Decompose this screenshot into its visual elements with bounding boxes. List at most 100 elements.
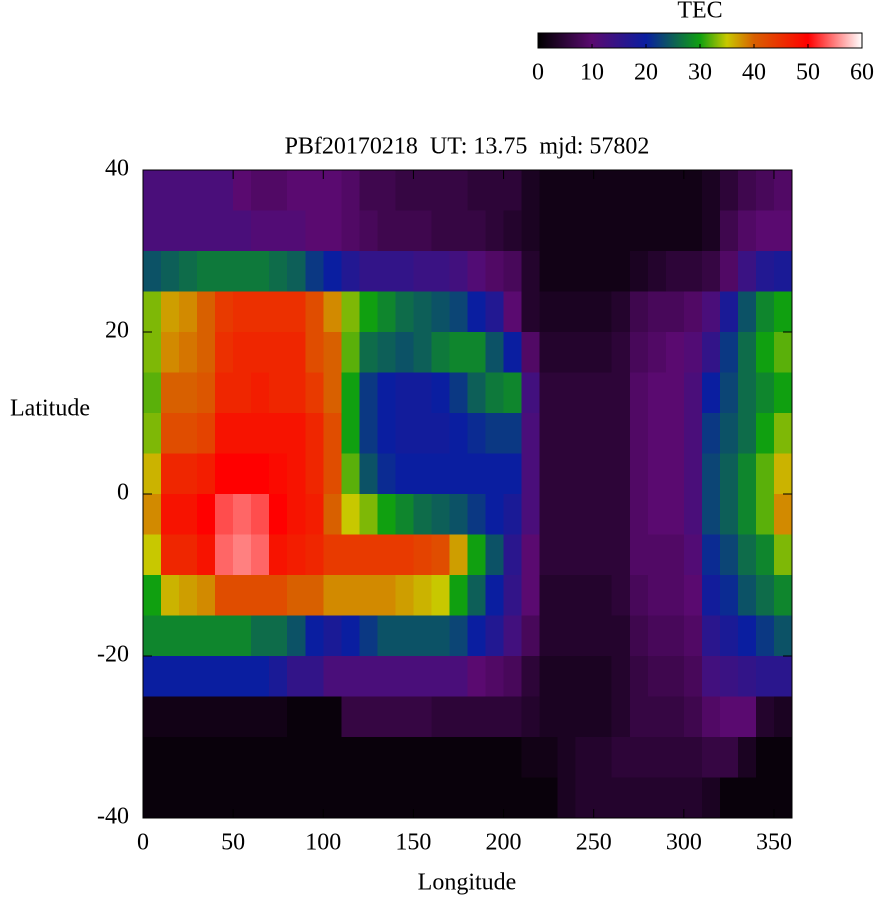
cell — [539, 251, 559, 293]
x-axis-label: Longitude — [418, 870, 517, 896]
cell — [377, 210, 396, 252]
cell — [395, 656, 415, 698]
cell — [737, 372, 757, 414]
cell — [161, 777, 180, 819]
cell — [413, 413, 433, 455]
cell — [467, 615, 487, 657]
cell — [539, 575, 559, 617]
cell — [611, 534, 631, 576]
cell — [359, 575, 378, 617]
cell — [755, 494, 775, 536]
cell — [197, 372, 216, 414]
cell — [719, 413, 739, 455]
cell — [197, 696, 216, 738]
cell — [467, 251, 487, 293]
cell — [431, 777, 451, 819]
cell — [251, 210, 270, 252]
cell — [269, 453, 288, 495]
cell — [503, 291, 523, 333]
colorbar-tick-label: 10 — [580, 60, 604, 86]
cell — [737, 291, 757, 333]
cell — [467, 696, 487, 738]
x-tick-label: 150 — [395, 830, 431, 856]
cell — [377, 777, 396, 819]
cell — [305, 696, 324, 738]
cell — [719, 210, 739, 252]
cell — [197, 251, 216, 293]
cell — [773, 737, 793, 779]
cell — [143, 494, 162, 536]
cell — [323, 413, 342, 455]
cell — [341, 453, 360, 495]
cell — [737, 737, 757, 779]
cell — [431, 170, 451, 212]
cell — [611, 494, 631, 536]
cell — [323, 494, 342, 536]
cell — [539, 291, 559, 333]
cell — [755, 251, 775, 293]
cell — [611, 696, 631, 738]
cell — [575, 453, 595, 495]
cell — [737, 210, 757, 252]
cell — [251, 332, 270, 374]
cell — [701, 291, 721, 333]
cell — [773, 575, 793, 617]
cell — [773, 372, 793, 414]
cell — [215, 575, 234, 617]
cell — [665, 291, 685, 333]
cell — [233, 453, 252, 495]
cell — [431, 575, 451, 617]
cell — [323, 332, 342, 374]
cell — [341, 656, 360, 698]
cell — [557, 332, 577, 374]
cell — [557, 251, 577, 293]
heatmap-cells — [143, 170, 793, 819]
cell — [665, 575, 685, 617]
cell — [755, 332, 775, 374]
cell — [647, 615, 667, 657]
cell — [287, 777, 306, 819]
cell — [251, 696, 270, 738]
cell — [287, 575, 306, 617]
y-tick-label: -40 — [97, 804, 129, 830]
cell — [737, 777, 757, 819]
cell — [305, 291, 324, 333]
cell — [485, 413, 505, 455]
cell — [503, 453, 523, 495]
cell — [233, 413, 252, 455]
cell — [251, 251, 270, 293]
cell — [467, 737, 487, 779]
cell — [251, 737, 270, 779]
cell — [449, 372, 469, 414]
cell — [251, 494, 270, 536]
cell — [683, 656, 703, 698]
cell — [575, 332, 595, 374]
cell — [773, 170, 793, 212]
cell — [179, 615, 198, 657]
cell — [701, 575, 721, 617]
cell — [233, 615, 252, 657]
cell — [521, 413, 541, 455]
cell — [287, 494, 306, 536]
cell — [575, 534, 595, 576]
cell — [485, 453, 505, 495]
cell — [647, 413, 667, 455]
cell — [665, 777, 685, 819]
cell — [539, 453, 559, 495]
cell — [251, 291, 270, 333]
cell — [611, 332, 631, 374]
cell — [143, 251, 162, 293]
cell — [557, 453, 577, 495]
cell — [611, 291, 631, 333]
cell — [593, 737, 613, 779]
cell — [179, 656, 198, 698]
cell — [629, 656, 649, 698]
cell — [755, 291, 775, 333]
cell — [323, 210, 342, 252]
x-tick-label: 0 — [137, 830, 149, 856]
cell — [575, 413, 595, 455]
cell — [593, 696, 613, 738]
cell — [359, 494, 378, 536]
cell — [179, 210, 198, 252]
cell — [647, 210, 667, 252]
